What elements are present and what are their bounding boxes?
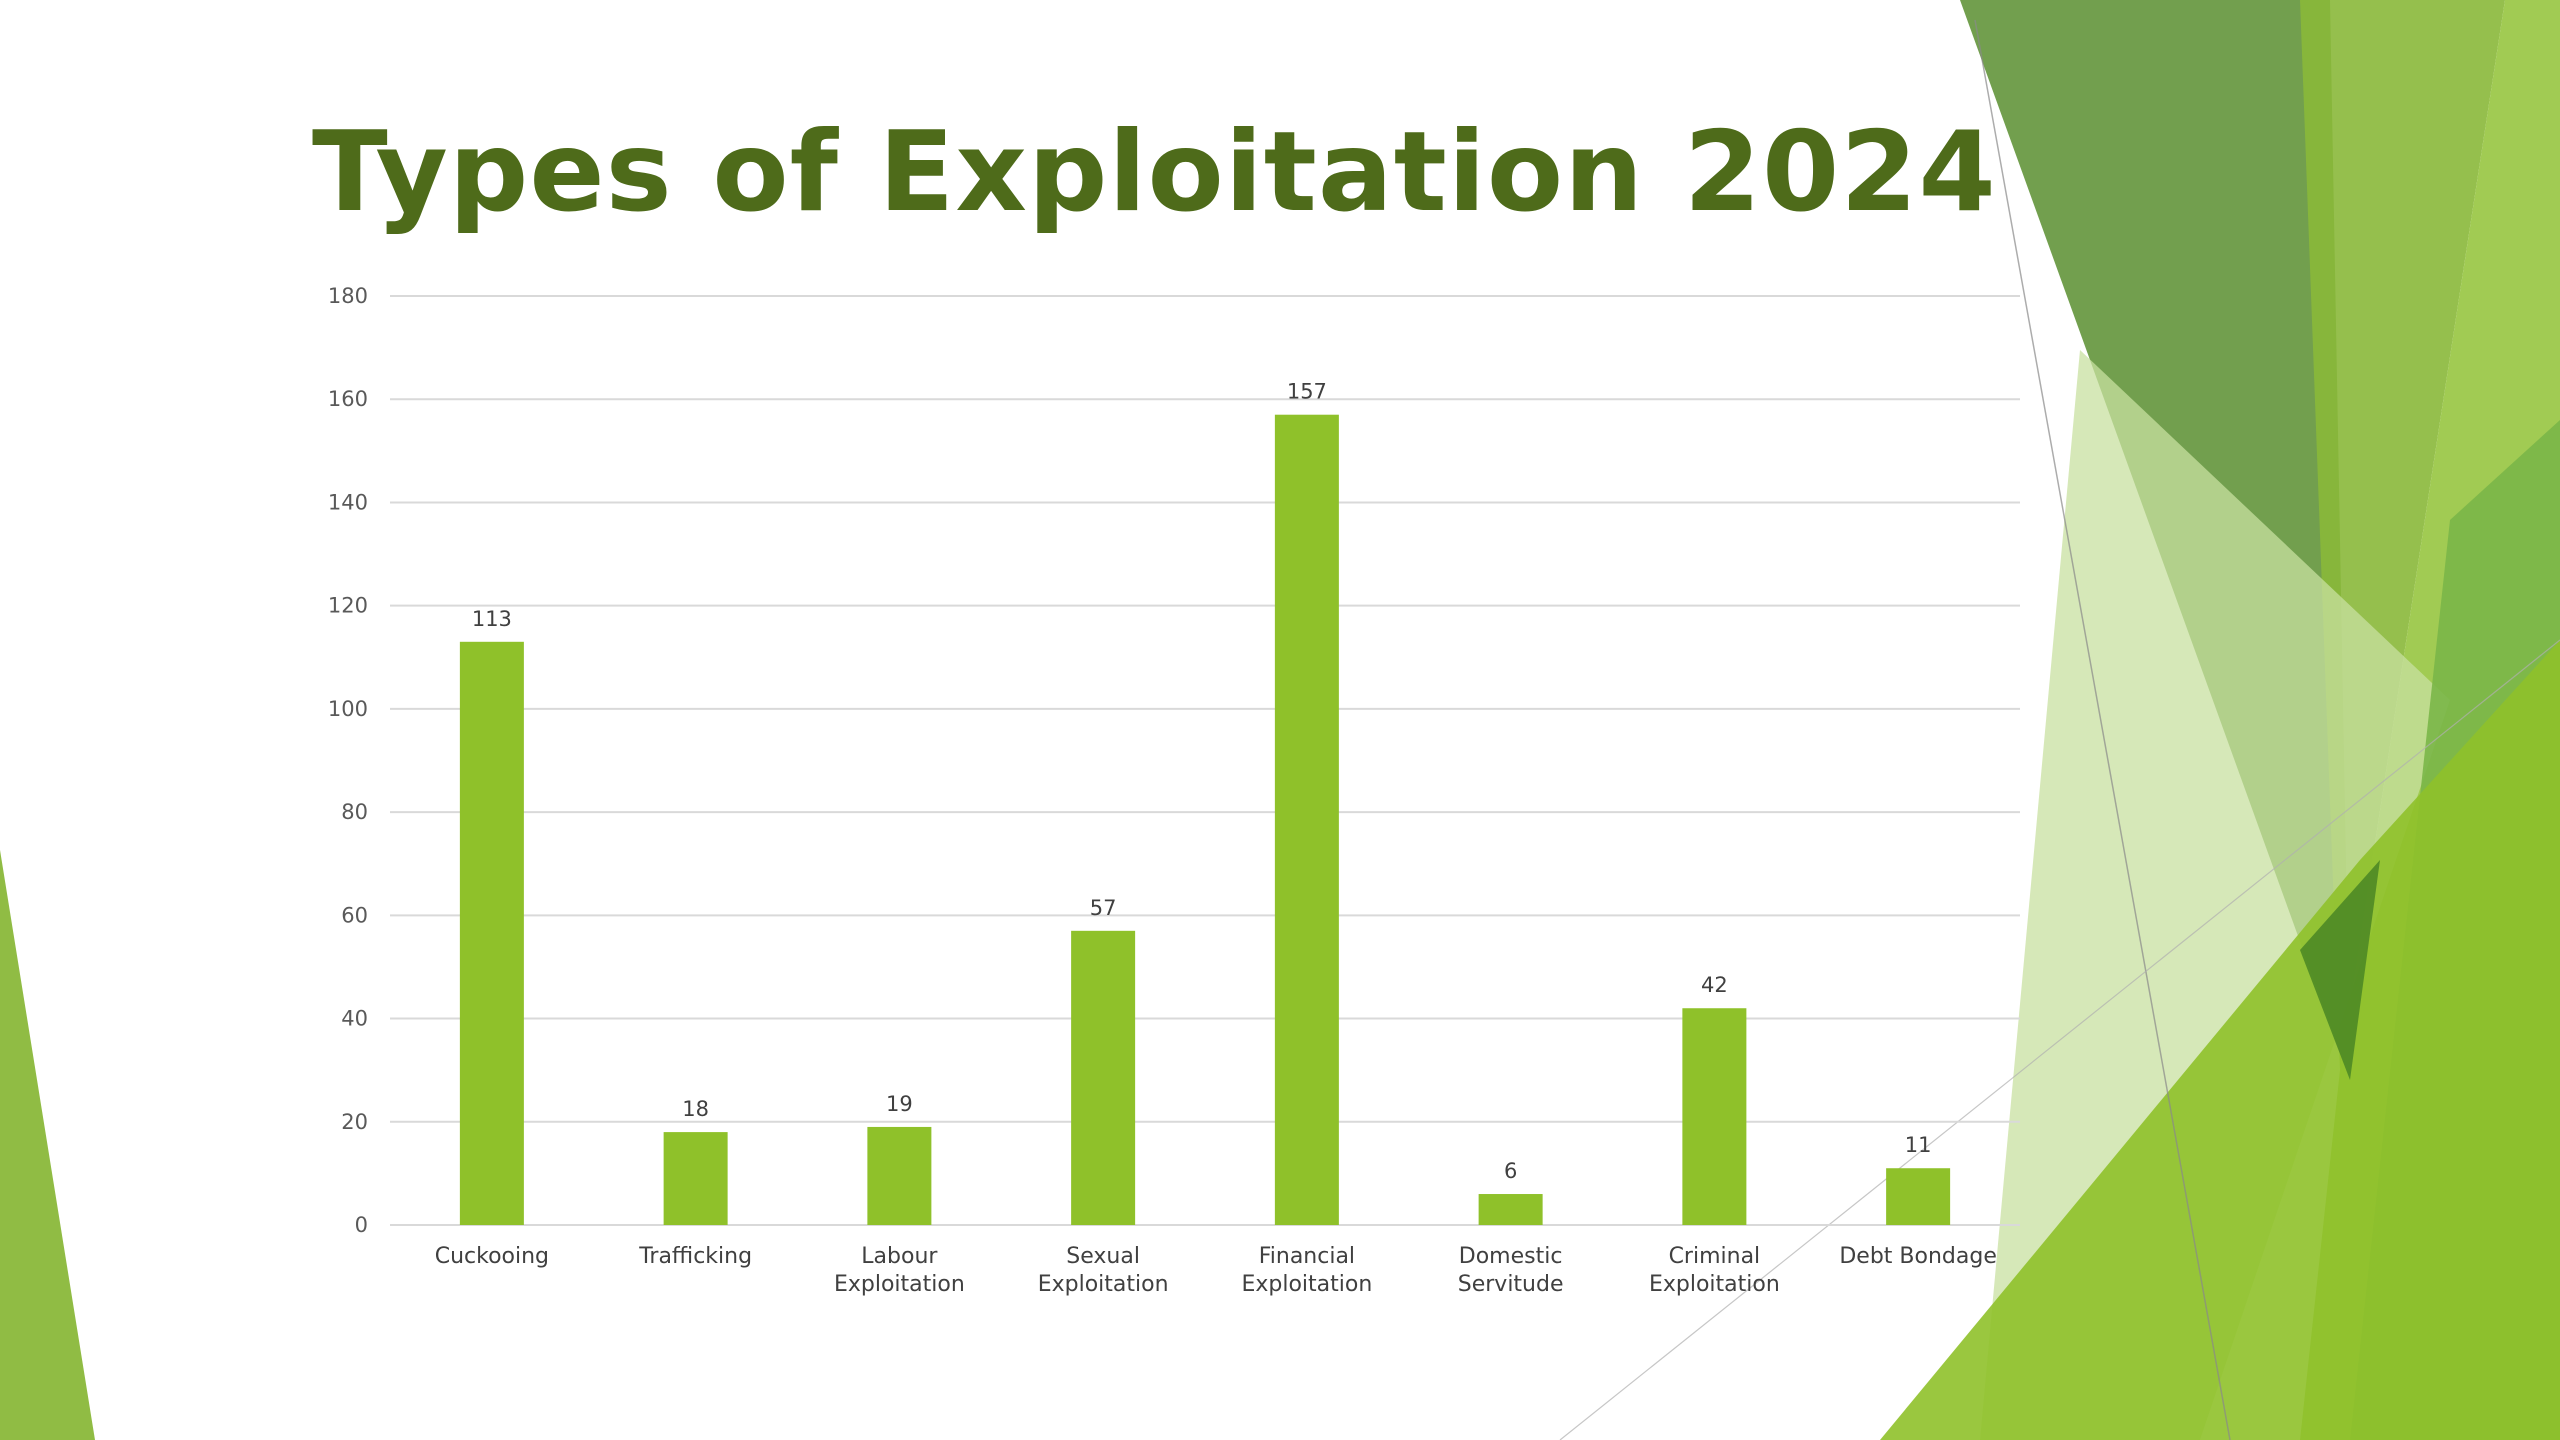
data-label: 19 bbox=[886, 1092, 913, 1116]
x-tick-label-line: Exploitation bbox=[1038, 1272, 1169, 1297]
y-tick-label: 100 bbox=[328, 697, 368, 721]
data-labels: 113 18 19 57 157 6 42 11 bbox=[472, 380, 1932, 1183]
y-tick-label: 40 bbox=[341, 1007, 368, 1031]
deco-shape-left bbox=[0, 850, 95, 1440]
y-tick-label: 0 bbox=[355, 1213, 368, 1237]
x-tick-label: Debt Bondage bbox=[1839, 1244, 1997, 1269]
data-label: 6 bbox=[1504, 1159, 1517, 1183]
bar bbox=[1274, 414, 1339, 1225]
x-tick-label: Domestic Servitude bbox=[1458, 1244, 1564, 1297]
y-tick-label: 160 bbox=[328, 387, 368, 411]
data-label: 18 bbox=[682, 1097, 709, 1121]
deco-line-1 bbox=[1974, 19, 2231, 1440]
x-tick-label-line: Debt Bondage bbox=[1839, 1244, 1997, 1269]
y-axis: 0 20 40 60 80 100 120 140 160 180 bbox=[328, 284, 368, 1237]
gridlines bbox=[390, 295, 2020, 1226]
x-tick-label-line: Trafficking bbox=[638, 1244, 752, 1269]
data-label: 113 bbox=[472, 607, 512, 631]
x-tick-label-line: Servitude bbox=[1458, 1272, 1564, 1297]
y-tick-label: 140 bbox=[328, 490, 368, 514]
x-tick-label-line: Exploitation bbox=[1241, 1272, 1372, 1297]
y-tick-label: 80 bbox=[341, 800, 368, 824]
bar bbox=[459, 641, 524, 1225]
y-tick-label: 20 bbox=[341, 1110, 368, 1134]
x-tick-label-line: Exploitation bbox=[834, 1272, 965, 1297]
data-label: 57 bbox=[1090, 896, 1117, 920]
x-tick-label: Financial Exploitation bbox=[1241, 1244, 1372, 1297]
bar bbox=[1682, 1008, 1747, 1225]
y-tick-label: 60 bbox=[341, 903, 368, 927]
bar bbox=[1886, 1168, 1951, 1225]
bars bbox=[459, 414, 1951, 1225]
data-label: 157 bbox=[1287, 380, 1327, 404]
x-tick-label-line: Financial bbox=[1259, 1244, 1355, 1269]
bar bbox=[867, 1126, 932, 1225]
x-tick-label: Cuckooing bbox=[435, 1244, 549, 1269]
x-axis: Cuckooing Trafficking Labour ExploitationSe… bbox=[435, 1244, 1997, 1297]
bar bbox=[1071, 930, 1136, 1225]
x-tick-label: Trafficking bbox=[638, 1244, 752, 1269]
slide-title: Types of Exploitation 2024 bbox=[312, 108, 1997, 237]
x-tick-label: Labour Exploitation bbox=[834, 1244, 965, 1297]
x-tick-label-line: Exploitation bbox=[1649, 1272, 1780, 1297]
deco-shape-dark-accent bbox=[2300, 860, 2380, 1080]
deco-shape-light-wedge bbox=[1980, 350, 2450, 1440]
bar bbox=[1478, 1194, 1543, 1225]
bar bbox=[663, 1132, 728, 1225]
x-tick-label-line: Cuckooing bbox=[435, 1244, 549, 1269]
y-tick-label: 180 bbox=[328, 284, 368, 308]
y-tick-label: 120 bbox=[328, 594, 368, 618]
deco-line-2 bbox=[1559, 639, 2560, 1440]
x-tick-label-line: Domestic bbox=[1459, 1244, 1563, 1269]
x-tick-label: Sexual Exploitation bbox=[1038, 1244, 1169, 1297]
data-label: 42 bbox=[1701, 973, 1728, 997]
x-tick-label: Criminal Exploitation bbox=[1649, 1244, 1780, 1297]
x-tick-label-line: Criminal bbox=[1669, 1244, 1761, 1269]
x-tick-label-line: Labour bbox=[861, 1244, 938, 1269]
data-label: 11 bbox=[1905, 1133, 1932, 1157]
deco-shape-bottom-left-green bbox=[1880, 640, 2560, 1440]
x-tick-label-line: Sexual bbox=[1066, 1244, 1140, 1269]
